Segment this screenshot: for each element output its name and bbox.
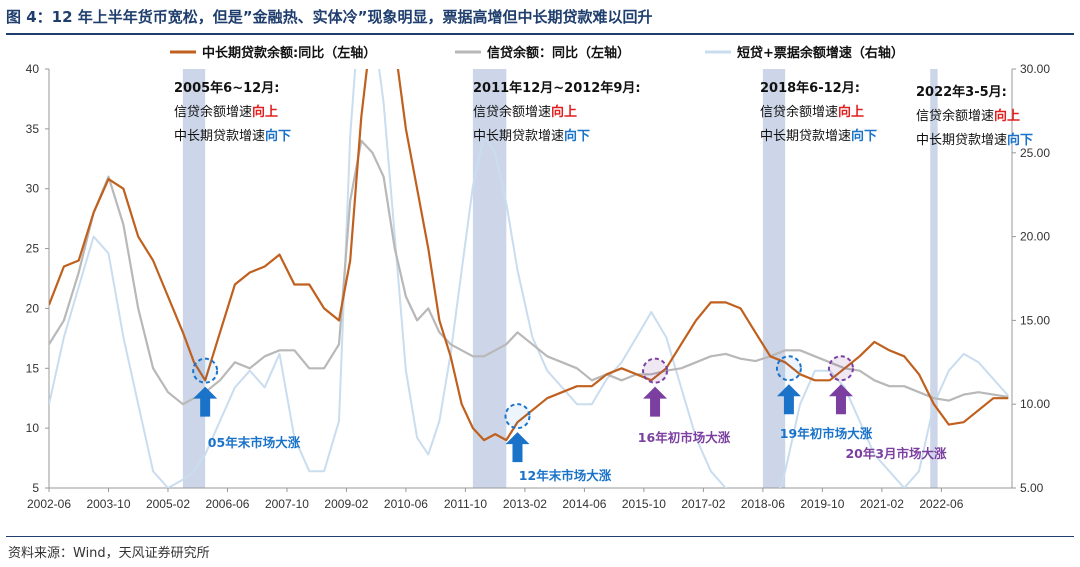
x-tick-label: 2010-06 xyxy=(384,497,428,511)
x-tick-label: 2018-06 xyxy=(741,497,785,511)
right-tick-label: 20.00 xyxy=(1020,230,1050,244)
shaded-period-1 xyxy=(182,69,206,488)
x-tick-label: 2007-10 xyxy=(265,497,309,511)
annotation-line-2: 中长期贷款增速向下 xyxy=(473,128,590,144)
right-tick-label: 30.00 xyxy=(1020,62,1050,76)
right-tick-label: 15.00 xyxy=(1020,313,1050,327)
event-marker-1: 05年末市场大涨 xyxy=(192,357,301,450)
x-tick-label: 2015-10 xyxy=(622,497,666,511)
x-tick-label: 2009-02 xyxy=(324,497,368,511)
annotation-line-2: 中长期贷款增速向下 xyxy=(916,132,1033,148)
annotation-title: 2011年12月~2012年9月: xyxy=(473,80,641,96)
x-tick-label: 2005-02 xyxy=(146,497,190,511)
event-arrow-icon xyxy=(193,386,218,417)
annotation-title: 2022年3-5月: xyxy=(916,84,1007,100)
x-tick-label: 2019-10 xyxy=(800,497,844,511)
event-circle xyxy=(827,355,854,382)
annotation-line-1: 信贷余额增速向上 xyxy=(473,104,577,120)
right-tick-label: 5.00 xyxy=(1020,481,1044,495)
figure-title: 图 4：12 年上半年货币宽松，但是”金融热、实体冷”现象明显，票据高增但中长期… xyxy=(6,8,653,26)
x-tick-label: 2013-02 xyxy=(503,497,547,511)
x-tick-label: 2021-02 xyxy=(860,497,904,511)
annotation-line-2: 中长期贷款增速向下 xyxy=(760,128,877,144)
left-tick-label: 30 xyxy=(26,182,40,196)
legend-label-2: 信贷余额：同比（左轴） xyxy=(487,45,630,61)
left-tick-label: 20 xyxy=(26,301,40,315)
x-tick-label: 2014-06 xyxy=(562,497,606,511)
event-circle xyxy=(775,355,802,382)
event-marker-3: 16年初市场大涨 xyxy=(638,357,731,445)
event-circle xyxy=(642,357,669,384)
annotation-line-1: 信贷余额增速向上 xyxy=(174,104,278,120)
right-tick-label: 25.00 xyxy=(1020,146,1050,160)
annotation-title: 2005年6~12月: xyxy=(174,80,279,96)
x-tick-label: 2017-02 xyxy=(681,497,725,511)
event-marker-5: 20年3月市场大涨 xyxy=(827,355,947,461)
shaded-period-2 xyxy=(472,69,507,488)
left-tick-label: 25 xyxy=(26,242,40,256)
event-label: 05年末市场大涨 xyxy=(208,435,301,450)
title-rule xyxy=(6,33,1074,35)
left-tick-label: 5 xyxy=(32,481,39,495)
event-circle xyxy=(192,357,219,384)
shaded-period-3 xyxy=(762,69,786,488)
event-arrow-icon xyxy=(828,384,853,415)
left-tick-label: 40 xyxy=(26,62,40,76)
event-arrow-icon xyxy=(505,432,530,463)
legend-label-1: 中长期贷款余额:同比（左轴） xyxy=(202,45,376,61)
event-circle xyxy=(504,403,531,430)
x-tick-label: 2011-10 xyxy=(444,497,487,511)
x-tick-label: 2022-06 xyxy=(919,497,963,511)
annotation-line-2: 中长期贷款增速向下 xyxy=(174,128,291,144)
annotation-line-1: 信贷余额增速向上 xyxy=(916,108,1020,124)
event-label: 19年初市场大涨 xyxy=(780,426,873,441)
source-note: 资料来源：Wind，天风证券研究所 xyxy=(8,546,210,561)
series-line-long-loan xyxy=(49,69,1009,442)
event-marker-2: 12年末市场大涨 xyxy=(504,403,612,483)
x-tick-label: 2002-06 xyxy=(27,497,71,511)
left-tick-label: 35 xyxy=(26,122,40,136)
event-label: 16年初市场大涨 xyxy=(638,430,731,445)
event-label: 20年3月市场大涨 xyxy=(845,446,947,461)
x-tick-label: 2006-06 xyxy=(205,497,249,511)
right-tick-label: 10.00 xyxy=(1020,397,1050,411)
annotation-title: 2018年6-12月: xyxy=(760,80,860,96)
event-label: 12年末市场大涨 xyxy=(519,468,612,483)
event-arrow-icon xyxy=(643,386,668,417)
event-arrow-icon xyxy=(776,384,801,415)
source-rule xyxy=(6,536,1074,537)
x-tick-label: 2003-10 xyxy=(86,497,130,511)
left-tick-label: 10 xyxy=(26,421,40,435)
series-line-credit xyxy=(49,139,1009,406)
annotation-line-1: 信贷余额增速向上 xyxy=(760,104,864,120)
event-marker-4: 19年初市场大涨 xyxy=(775,355,873,441)
left-tick-label: 15 xyxy=(26,361,40,375)
shaded-period-4 xyxy=(930,69,938,488)
legend-label-3: 短贷+票据余额增速（右轴） xyxy=(737,45,904,61)
